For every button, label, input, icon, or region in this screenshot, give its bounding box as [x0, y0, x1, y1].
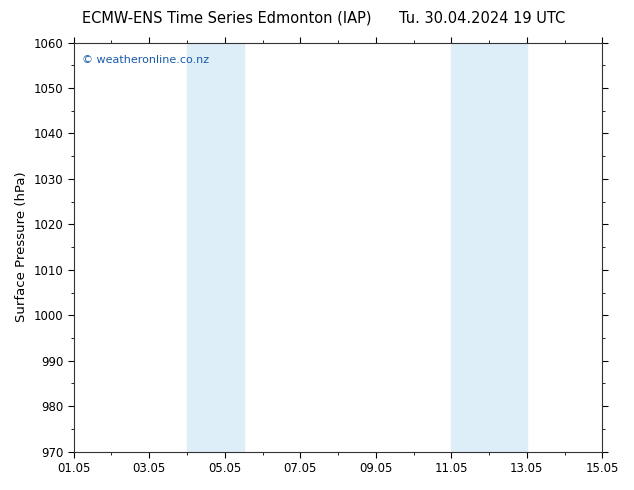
- Text: © weatheronline.co.nz: © weatheronline.co.nz: [82, 55, 209, 65]
- Text: Tu. 30.04.2024 19 UTC: Tu. 30.04.2024 19 UTC: [399, 11, 566, 26]
- Bar: [187, 43, 243, 452]
- Text: ECMW-ENS Time Series Edmonton (IAP): ECMW-ENS Time Series Edmonton (IAP): [82, 11, 372, 26]
- Y-axis label: Surface Pressure (hPa): Surface Pressure (hPa): [15, 172, 28, 322]
- Bar: [451, 43, 489, 452]
- Bar: [489, 43, 527, 452]
